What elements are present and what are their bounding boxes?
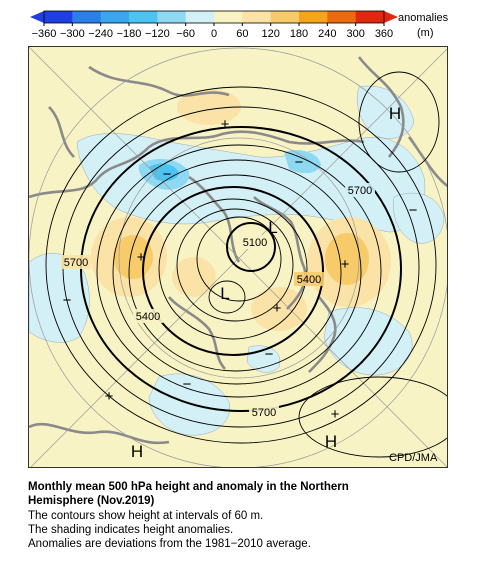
colorbar-cell bbox=[72, 11, 102, 23]
colorbar-tick-label: 300 bbox=[346, 28, 364, 40]
positive-anomaly-sign: + bbox=[137, 249, 146, 266]
low-center-label: L bbox=[220, 284, 229, 303]
contour-label: 5700 bbox=[348, 185, 372, 197]
positive-anomaly-sign: + bbox=[331, 406, 340, 423]
hemisphere-map: 5700 5100 5400 5400 5700 5700 H H H L L … bbox=[29, 47, 447, 467]
caption-line2: The shading indicates height anomalies. bbox=[28, 524, 234, 536]
colorbar-tick-label: 120 bbox=[261, 28, 279, 40]
colorbar-cell bbox=[327, 11, 357, 23]
contour-label: 5700 bbox=[252, 407, 276, 419]
colorbar-tick-label: −240 bbox=[88, 28, 113, 40]
high-center-label: H bbox=[389, 104, 401, 123]
caption-title-line2: Hemisphere (Nov.2019) bbox=[28, 495, 155, 507]
colorbar-cell bbox=[100, 11, 130, 23]
colorbar-tick-label: 240 bbox=[318, 28, 336, 40]
contour-label: 5400 bbox=[136, 311, 160, 323]
colorbar-tick-label: 180 bbox=[290, 28, 308, 40]
colorbar-cell bbox=[185, 11, 215, 23]
colorbar-tick-label: −120 bbox=[145, 28, 170, 40]
negative-anomaly-sign: − bbox=[63, 292, 72, 309]
low-center-label: L bbox=[268, 218, 277, 237]
colorbar-right-arrow bbox=[384, 11, 398, 23]
negative-anomaly-sign: − bbox=[295, 154, 304, 171]
colorbar-tick-label: −300 bbox=[60, 28, 85, 40]
colorbar-cell bbox=[270, 11, 300, 23]
map-panel: 5700 5100 5400 5400 5700 5700 H H H L L … bbox=[28, 46, 448, 468]
colorbar-unit-label: anomalies bbox=[398, 12, 449, 24]
caption-line1: The contours show height at intervals of… bbox=[28, 510, 264, 522]
colorbar-cell bbox=[355, 11, 385, 23]
negative-anomaly-sign: − bbox=[409, 202, 418, 219]
high-center-label: H bbox=[131, 442, 143, 461]
positive-anomaly-sign: + bbox=[105, 388, 114, 405]
negative-anomaly-sign: − bbox=[265, 346, 274, 363]
contour-label: 5100 bbox=[243, 237, 267, 249]
contour-label: 5700 bbox=[64, 257, 88, 269]
colorbar-left-arrow bbox=[30, 11, 44, 23]
positive-anomaly-sign: + bbox=[221, 116, 230, 133]
high-center-label: H bbox=[325, 432, 337, 451]
colorbar-tick-label: −360 bbox=[32, 28, 57, 40]
positive-anomaly-sign: + bbox=[341, 256, 350, 273]
colorbar-tick-label: −60 bbox=[176, 28, 195, 40]
colorbar-cell bbox=[242, 11, 272, 23]
colorbar-cell bbox=[214, 11, 243, 23]
colorbar-cell bbox=[299, 11, 328, 23]
positive-anomaly-sign: + bbox=[273, 300, 282, 317]
continent-outlines bbox=[29, 56, 447, 445]
graticule bbox=[29, 47, 447, 467]
colorbar-tick-label: 360 bbox=[375, 28, 393, 40]
colorbar-tick-label: 0 bbox=[211, 28, 217, 40]
contour-label: 5400 bbox=[297, 274, 321, 286]
pressure-centers: H H H L L bbox=[131, 104, 401, 461]
anomaly-signs: + + + + + + − − − − − − bbox=[63, 116, 418, 423]
colorbar-tick-label: 60 bbox=[236, 28, 248, 40]
credit-label: CPD/JMA bbox=[389, 452, 438, 464]
caption-title-line1: Monthly mean 500 hPa height and anomaly … bbox=[28, 481, 349, 493]
caption-line3: Anomalies are deviations from the 1981−2… bbox=[28, 538, 311, 550]
colorbar-cell bbox=[157, 11, 187, 23]
negative-anomaly-sign: − bbox=[163, 166, 172, 183]
colorbar-cell bbox=[129, 11, 158, 23]
contour-labels: 5700 5100 5400 5400 5700 5700 bbox=[61, 183, 375, 419]
colorbar-tick-label: −180 bbox=[117, 28, 142, 40]
negative-anomaly-sign: − bbox=[183, 376, 192, 393]
colorbar-cell bbox=[44, 11, 73, 23]
anomaly-colorbar: −360 −300 −240 −180 −120 −60 0 60 120 180 240 300 36… bbox=[30, 10, 449, 40]
colorbar-unit: (m) bbox=[417, 27, 434, 39]
